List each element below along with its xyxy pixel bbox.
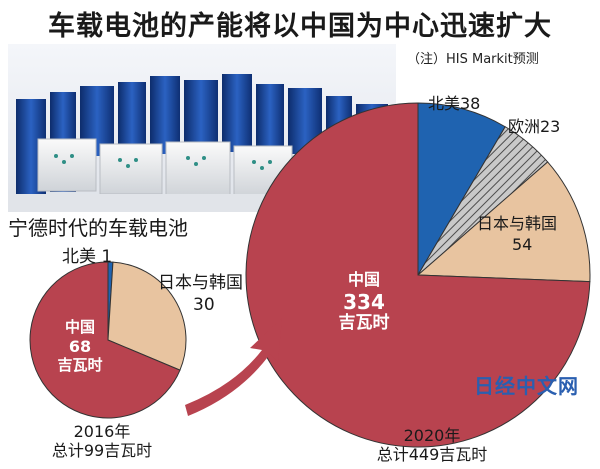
pie-slice-japan_korea xyxy=(107,261,187,371)
label-2020-japan-korea-value: 54 xyxy=(512,235,533,254)
pie-2020 xyxy=(245,102,591,448)
total-2020: 总计449吉瓦时 xyxy=(376,445,488,464)
label-2020-china-value: 334 xyxy=(343,290,385,314)
photo-caption: 宁德时代的车载电池 xyxy=(8,216,188,240)
label-2020-north-america: 北美38 xyxy=(428,94,481,113)
pie-2016 xyxy=(29,261,187,419)
label-2016-north-america: 北美 1 xyxy=(62,247,113,267)
pie-slice-china xyxy=(245,102,591,448)
label-2016-china-name: 中国 xyxy=(64,318,95,336)
label-2020-europe: 欧洲23 xyxy=(508,117,561,136)
year-2020: 2020年 xyxy=(403,426,461,445)
label-2020-china-name: 中国 xyxy=(347,270,380,289)
growth-arrow xyxy=(185,318,282,416)
total-2016: 总计99吉瓦时 xyxy=(51,441,153,460)
label-2020-china-unit: 吉瓦时 xyxy=(338,313,390,333)
label-2016-japan-korea-name: 日本与韩国 xyxy=(158,273,243,293)
year-2016: 2016年 xyxy=(73,422,131,441)
pie-slice-north_america xyxy=(417,102,506,277)
nikkei-chinese-logo: 日经中文网 xyxy=(474,374,579,398)
source-note: （注）HIS Markit预测 xyxy=(407,52,539,67)
label-2016-china-unit: 吉瓦时 xyxy=(57,356,103,374)
pie-slice-japan_korea xyxy=(416,161,591,283)
label-2016-china-value: 68 xyxy=(68,337,92,356)
label-2016-japan-korea-value: 30 xyxy=(193,295,215,315)
label-2020-japan-korea-name: 日本与韩国 xyxy=(477,214,558,233)
pie-slice-china xyxy=(29,261,181,419)
page-title: 车载电池的产能将以中国为中心迅速扩大 xyxy=(48,11,552,42)
